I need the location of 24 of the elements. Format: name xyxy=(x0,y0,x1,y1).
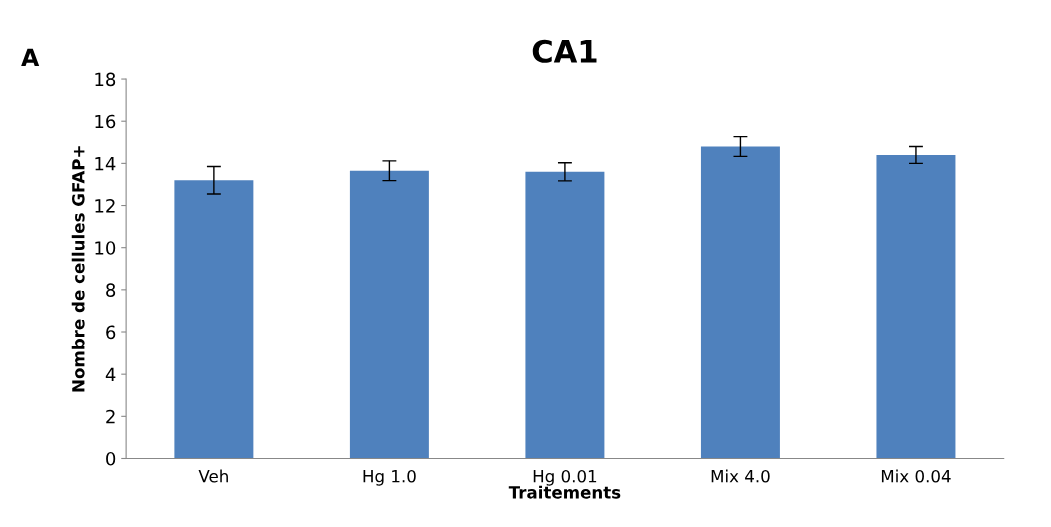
y-tick-label: 18 xyxy=(95,72,116,87)
x-tick-label: Veh xyxy=(198,469,228,483)
x-tick-label: Hg 0.01 xyxy=(533,469,597,486)
y-tick-label: 0 xyxy=(106,451,116,466)
chart-title: CA1 xyxy=(532,39,597,63)
bar xyxy=(700,146,780,459)
x-tick-label: Mix 4.0 xyxy=(711,469,770,483)
bar xyxy=(174,180,254,459)
y-tick-label: 6 xyxy=(106,325,116,340)
y-tick-label: 2 xyxy=(106,409,115,424)
y-axis-title: Nombre de cellules GFAP+ xyxy=(71,146,85,392)
bar xyxy=(525,171,605,459)
y-tick-label: 8 xyxy=(106,283,116,297)
x-tick-label: Hg 1.0 xyxy=(363,469,416,486)
y-tick-label: 10 xyxy=(95,241,116,255)
y-tick-label: 12 xyxy=(95,198,115,213)
y-tick-label: 16 xyxy=(95,114,116,129)
bar xyxy=(876,154,956,459)
x-axis-title: Traitements xyxy=(508,485,621,499)
x-tick-label: Mix 0.04 xyxy=(881,469,951,483)
y-tick-label: 4 xyxy=(105,367,116,382)
y-tick-label: 14 xyxy=(95,157,116,171)
bar xyxy=(349,170,429,459)
text: A xyxy=(21,48,40,66)
